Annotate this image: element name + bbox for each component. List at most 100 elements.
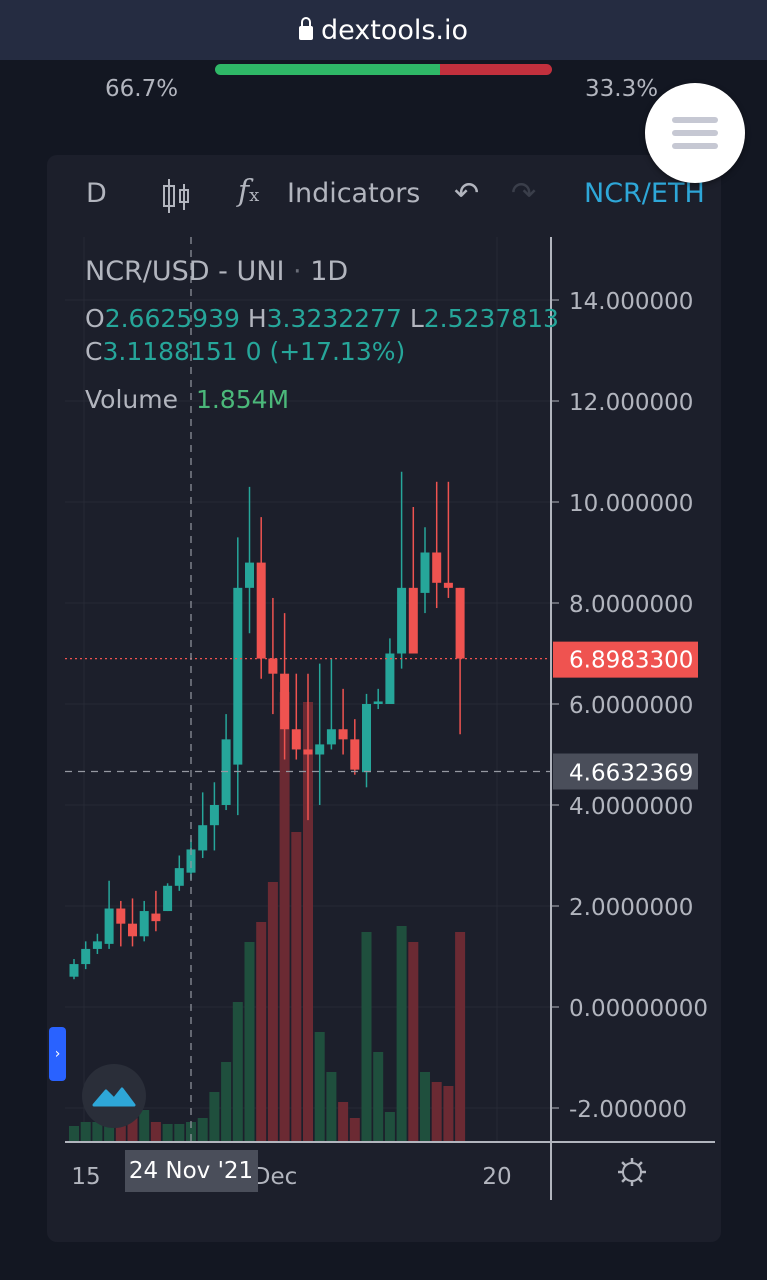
candle-body — [69, 964, 79, 977]
x-tick-label: 20 — [482, 1164, 511, 1190]
volume-bar — [209, 1092, 220, 1142]
high-label: H — [247, 304, 267, 333]
candle-body — [209, 805, 219, 826]
volume-bar — [244, 942, 255, 1142]
last-price-label: 6.8983300 — [569, 648, 693, 674]
chart-overlays: 6.8983300 4.6632369 — [65, 237, 698, 1142]
crosshair-price-badge — [553, 753, 698, 790]
last-price-badge — [553, 641, 698, 678]
function-icon[interactable]: fx — [238, 174, 260, 209]
volume-bar — [69, 1126, 79, 1142]
candle-body — [245, 562, 254, 588]
ohlc-row-1: O2.6625939 H3.3232277 L2.5237813 — [85, 304, 559, 333]
candle-body — [233, 587, 243, 765]
candle-body — [443, 582, 453, 588]
hamburger-icon-line — [672, 117, 718, 123]
hamburger-icon-line — [672, 143, 718, 149]
candle-body — [432, 552, 442, 583]
gear-tooth — [621, 1177, 627, 1183]
candle-body — [420, 552, 430, 593]
y-tick-label: 6.0000000 — [569, 693, 693, 719]
buy-percentage: 66.7% — [105, 76, 179, 102]
symbol-title: NCR/USD - UNI · 1D — [85, 256, 349, 287]
candle-body — [338, 729, 348, 740]
buy-ratio-fill — [215, 64, 440, 75]
candle-body — [303, 749, 313, 755]
volume-bar — [338, 1102, 349, 1142]
compare-pair-button[interactable]: NCR/ETH — [584, 178, 705, 209]
low-value: 2.5237813 — [423, 304, 559, 333]
volume-bar — [314, 1032, 325, 1142]
volume-bar — [232, 1002, 243, 1142]
volume-bar — [431, 1082, 442, 1142]
expand-sidebar-button[interactable]: › — [49, 1027, 66, 1081]
settings-gear-icon[interactable] — [618, 1158, 646, 1186]
volume-bar — [267, 882, 278, 1142]
y-tick-label: 2.0000000 — [569, 895, 693, 921]
volume-bar — [291, 832, 302, 1142]
candle-body — [268, 658, 278, 674]
sell-ratio-fill — [439, 64, 552, 75]
interval-button[interactable]: D — [86, 178, 107, 209]
volume-bar — [104, 1118, 115, 1142]
candlestick-icon[interactable] — [160, 178, 192, 214]
volume-legend: Volume 1.854M — [85, 385, 289, 414]
time-axis: 15 Dec 20 24 Nov '21 — [65, 1141, 715, 1192]
candle-body — [104, 908, 114, 944]
close-label: C — [85, 337, 103, 366]
gear-ring — [622, 1162, 642, 1182]
candle-body — [326, 729, 336, 745]
menu-button[interactable] — [645, 83, 745, 183]
candle-body — [174, 868, 184, 886]
y-tick-label: 12.000000 — [569, 390, 693, 416]
volume-bar — [396, 926, 407, 1142]
volume-label: Volume — [85, 385, 178, 414]
candle-body — [315, 744, 325, 755]
volume-bar — [174, 1124, 185, 1142]
url-bar[interactable]: dextools.io — [0, 0, 767, 60]
candle-body — [92, 941, 102, 949]
y-tick-label: 14.000000 — [569, 289, 693, 315]
gear-tooth — [637, 1161, 643, 1167]
candle-body — [362, 704, 371, 773]
volume-bar — [420, 1072, 430, 1142]
volume-bar — [443, 1086, 454, 1142]
x-tick-label: 15 — [71, 1164, 100, 1190]
open-label: O — [85, 304, 105, 333]
volume-bar — [455, 932, 466, 1142]
volume-bars — [69, 692, 466, 1142]
price-axis: 14.000000 12.000000 10.000000 8.0000000 6.00… — [550, 237, 708, 1200]
volume-bar — [279, 692, 290, 1142]
volume-bar — [162, 1124, 173, 1142]
volume-bar — [303, 702, 313, 1142]
crosshair-date-badge — [125, 1150, 258, 1192]
candle-body — [280, 673, 290, 730]
candle-body — [455, 587, 465, 659]
lock-icon — [298, 17, 313, 40]
volume-bar — [197, 1118, 208, 1142]
redo-icon[interactable]: ↷ — [511, 176, 537, 211]
candle-body — [408, 587, 418, 654]
candle-body — [163, 885, 173, 912]
y-tick-label: 4.0000000 — [569, 794, 693, 820]
y-tick-label: 10.000000 — [569, 491, 693, 517]
candle-body — [116, 908, 126, 924]
crosshair-price-label: 4.6632369 — [569, 761, 693, 787]
sell-percentage: 33.3% — [585, 76, 659, 102]
volume-bar — [127, 1112, 138, 1142]
undo-icon[interactable]: ↶ — [454, 176, 480, 211]
buy-sell-ratio-bar — [215, 64, 552, 75]
volume-bar — [256, 922, 267, 1142]
indicators-button[interactable]: Indicators — [287, 178, 421, 209]
candles — [69, 471, 465, 980]
candle-body — [350, 739, 360, 770]
volume-bar — [186, 1122, 196, 1142]
candle-body — [151, 913, 161, 922]
candle-body — [397, 587, 407, 654]
ohlc-row-2: C3.1188151 0 (+17.13%) — [85, 337, 405, 366]
tradingview-logo[interactable] — [82, 1064, 146, 1128]
y-tick-label: 0.00000000 — [569, 996, 708, 1022]
mountain-icon — [92, 1087, 136, 1107]
volume-bar — [408, 942, 419, 1142]
